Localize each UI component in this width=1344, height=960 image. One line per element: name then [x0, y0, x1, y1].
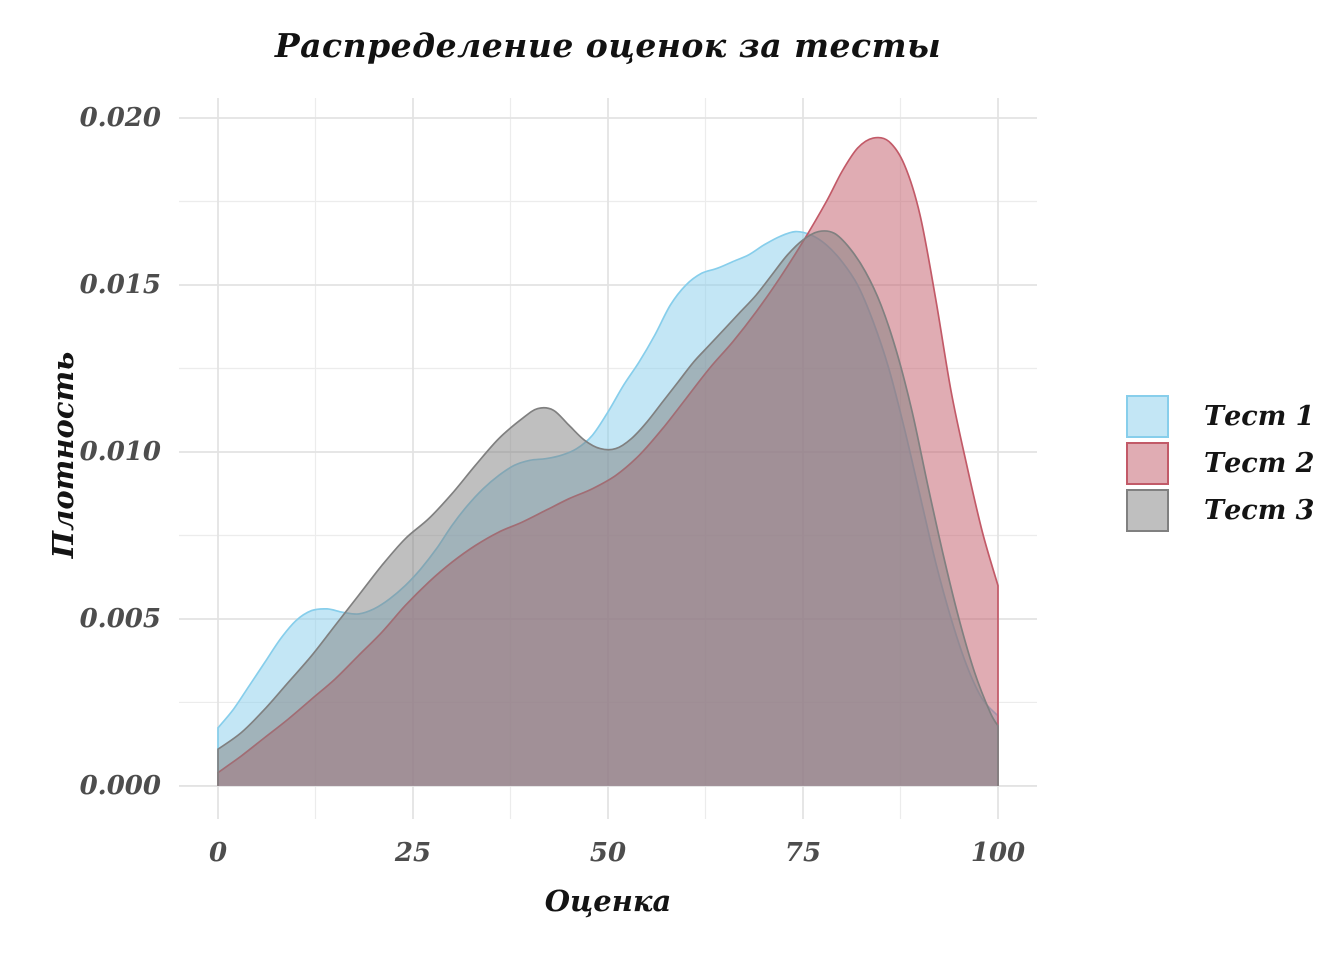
legend-label-test-1: Тест 1: [1204, 401, 1315, 432]
legend-label-test-3: Тест 3: [1204, 495, 1315, 526]
x-tick-label-0: 0: [208, 838, 228, 868]
chart-title: Распределение оценок за тесты: [274, 26, 942, 65]
legend: Тест 1 Тест 2 Тест 3: [1126, 395, 1314, 532]
y-tick-label-0.000: 0.000: [79, 770, 161, 801]
legend-swatch-test-2: [1126, 442, 1169, 485]
legend-item-test-2: Тест 2: [1126, 442, 1314, 485]
x-axis-title: Оценка: [544, 884, 672, 918]
legend-swatch-test-1: [1126, 395, 1169, 438]
legend-swatch-test-3: [1126, 489, 1169, 532]
y-tick-label-0.020: 0.020: [79, 103, 161, 134]
y-tick-label-0.010: 0.010: [79, 436, 161, 467]
x-tick-label-25: 25: [394, 838, 432, 868]
x-tick-label-50: 50: [589, 838, 627, 868]
legend-label-test-2: Тест 2: [1204, 448, 1315, 479]
legend-item-test-1: Тест 1: [1126, 395, 1314, 438]
legend-item-test-3: Тест 3: [1126, 489, 1314, 532]
x-tick-label-75: 75: [784, 838, 822, 868]
x-tick-label-100: 100: [970, 838, 1026, 868]
density-outline-test-3: [217, 230, 999, 786]
chart-panel-svg: [179, 98, 1037, 819]
density-areas: [217, 136, 999, 786]
density-area-test-3: [218, 230, 998, 786]
y-tick-label-0.015: 0.015: [79, 270, 161, 300]
y-tick-label-0.005: 0.005: [79, 603, 161, 634]
